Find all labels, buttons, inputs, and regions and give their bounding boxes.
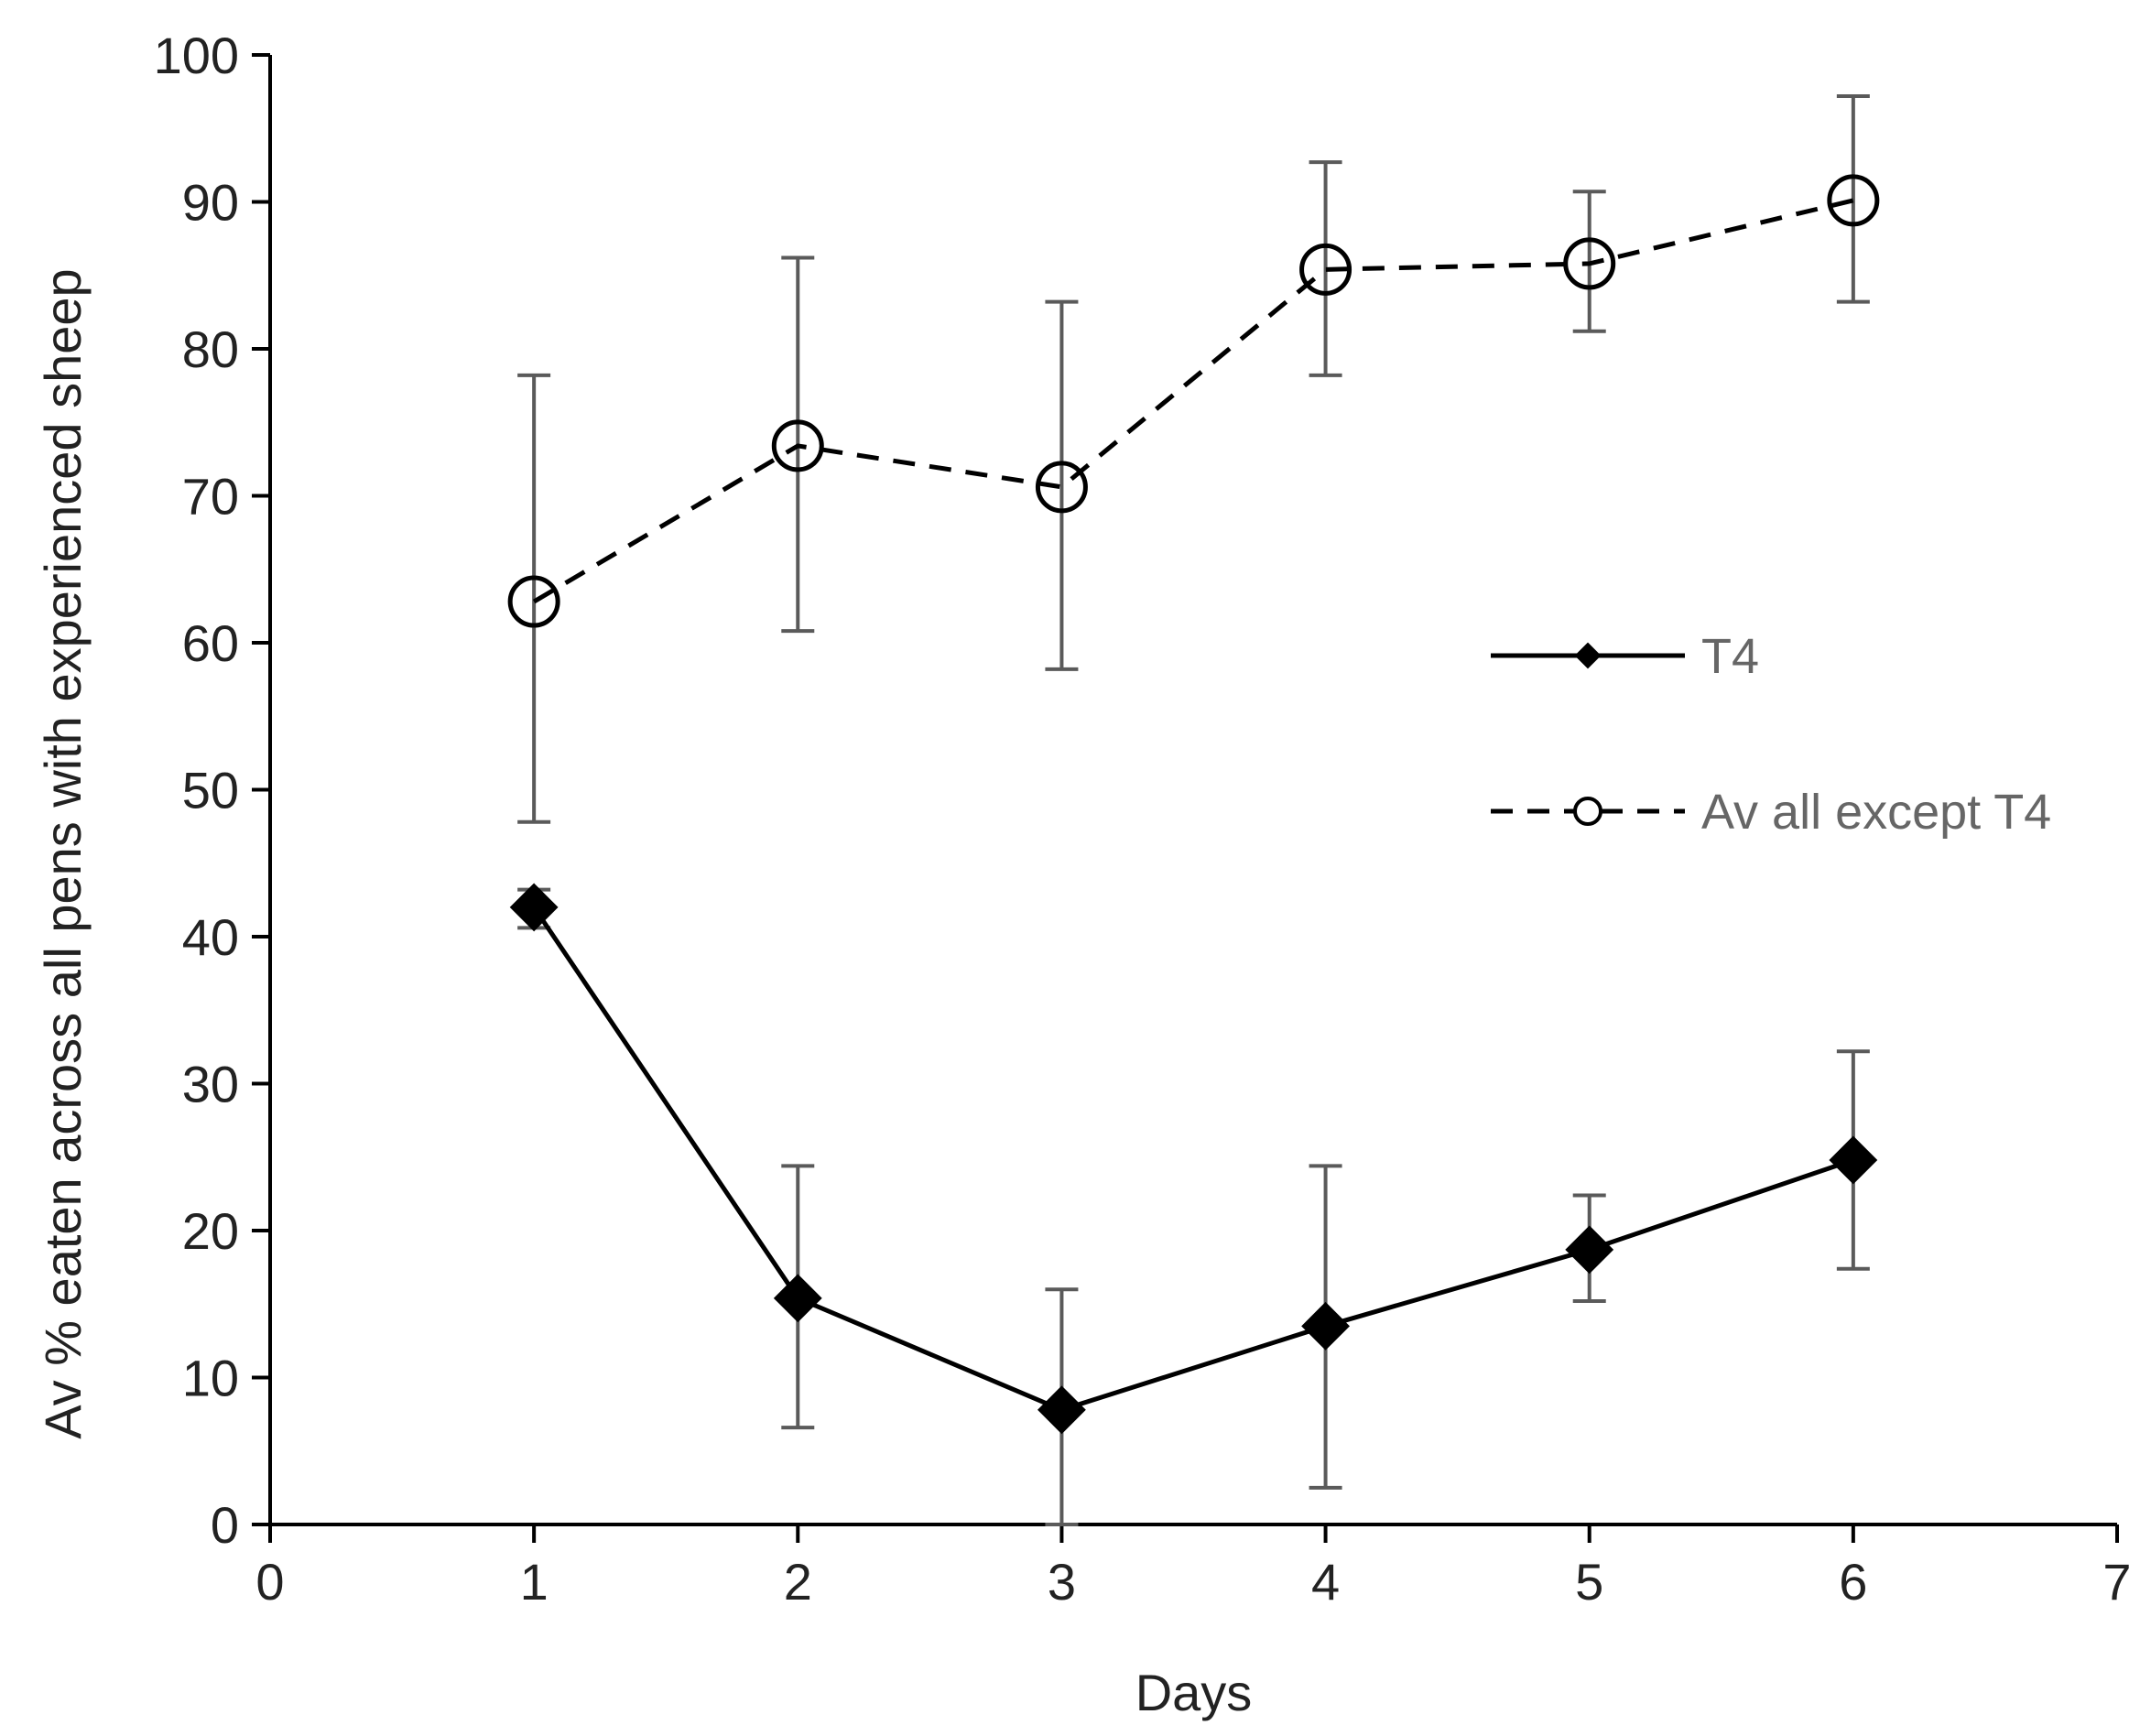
y-tick-label: 20 xyxy=(182,1202,239,1260)
x-tick-label: 6 xyxy=(1839,1553,1867,1611)
legend: T4 Av all except T4 xyxy=(1491,629,2051,840)
series-line xyxy=(532,906,1854,1413)
legend-label: Av all except T4 xyxy=(1701,785,2051,840)
data-point-diamond xyxy=(1829,1135,1878,1185)
x-axis-title: Days xyxy=(1135,1664,1253,1721)
data-point-circle xyxy=(507,575,560,628)
x-tick-label: 4 xyxy=(1311,1553,1340,1611)
data-point-circle xyxy=(1299,243,1352,296)
y-tick-label: 30 xyxy=(182,1056,239,1113)
data-point-circle xyxy=(1035,461,1088,514)
legend-label: T4 xyxy=(1701,629,1759,684)
y-tick-label: 90 xyxy=(182,174,239,232)
data-point-circle xyxy=(1827,174,1880,227)
data-point-circle xyxy=(771,419,824,472)
x-tick-label: 2 xyxy=(784,1553,812,1611)
series-layer xyxy=(507,93,1880,1526)
legend-marker-circle xyxy=(1573,797,1602,826)
x-tick-label: 7 xyxy=(2102,1553,2131,1611)
series-line xyxy=(532,198,1854,604)
x-tick-label: 3 xyxy=(1048,1553,1076,1611)
y-tick-label: 50 xyxy=(182,762,239,819)
data-point-diamond xyxy=(509,883,559,932)
x-tick-label: 1 xyxy=(520,1553,549,1611)
y-axis-title: Av % eaten across all pens with experien… xyxy=(34,268,92,1438)
data-point-diamond xyxy=(1301,1301,1350,1351)
y-ticks: 0 10 20 30 40 50 60 70 80 90 100 xyxy=(154,27,270,1554)
y-tick-label: 70 xyxy=(182,468,239,526)
data-point-diamond xyxy=(773,1274,822,1323)
y-tick-label: 60 xyxy=(182,614,239,672)
y-axis: 0 10 20 30 40 50 60 70 80 90 100 xyxy=(154,27,272,1554)
y-tick-label: 40 xyxy=(182,908,239,966)
y-tick-label: 80 xyxy=(182,320,239,378)
x-tick-label: 0 xyxy=(255,1553,284,1611)
data-point-diamond xyxy=(1565,1225,1614,1275)
x-axis: 0 1 2 3 4 5 6 7 xyxy=(255,1523,2132,1611)
x-tick-label: 5 xyxy=(1575,1553,1603,1611)
legend-marker-diamond xyxy=(1574,642,1602,669)
y-tick-label: 100 xyxy=(154,27,239,84)
y-tick-label: 10 xyxy=(182,1350,239,1407)
series-av-all-except-t4 xyxy=(507,93,1880,824)
x-ticks: 0 1 2 3 4 5 6 7 xyxy=(255,1524,2132,1611)
data-point-diamond xyxy=(1037,1385,1086,1435)
y-tick-label: 0 xyxy=(211,1496,239,1554)
data-point-circle xyxy=(1563,237,1616,290)
series-t4 xyxy=(509,883,1878,1526)
